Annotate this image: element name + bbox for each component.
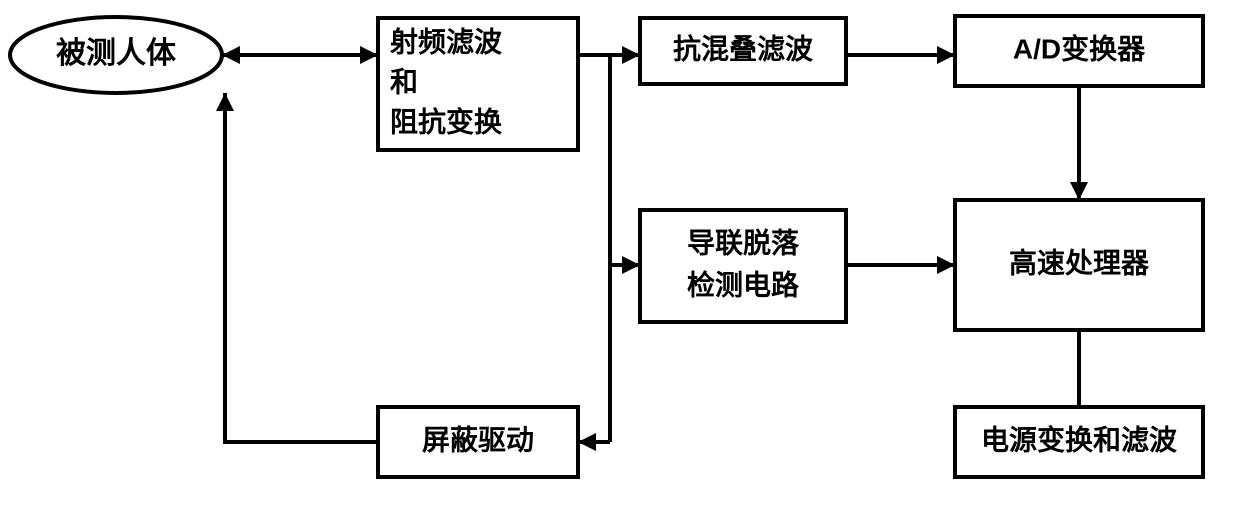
node-shield: 屏蔽驱动	[378, 407, 578, 477]
label-rf-0: 射频滤波	[389, 26, 503, 57]
node-subject: 被测人体	[10, 17, 222, 93]
label-lead-1: 检测电路	[687, 268, 800, 300]
label-shield: 屏蔽驱动	[422, 424, 534, 455]
label-subject: 被测人体	[56, 37, 177, 70]
node-lead: 导联脱落检测电路	[640, 210, 846, 322]
label-adc: A/D变换器	[1013, 32, 1146, 64]
edge-shield-subject	[225, 93, 378, 442]
node-rf: 射频滤波和阻抗变换	[378, 18, 578, 150]
node-cpu: 高速处理器	[955, 200, 1203, 330]
node-power: 电源变换和滤波	[955, 407, 1203, 477]
label-lead-0: 导联脱落	[687, 227, 800, 258]
label-antialias: 抗混叠滤波	[673, 32, 814, 64]
node-antialias: 抗混叠滤波	[640, 18, 846, 84]
label-power: 电源变换和滤波	[981, 423, 1178, 455]
node-adc: A/D变换器	[955, 16, 1203, 86]
label-rf-1: 和	[390, 66, 418, 97]
label-rf-2: 阻抗变换	[390, 105, 503, 137]
label-cpu: 高速处理器	[1009, 247, 1150, 278]
